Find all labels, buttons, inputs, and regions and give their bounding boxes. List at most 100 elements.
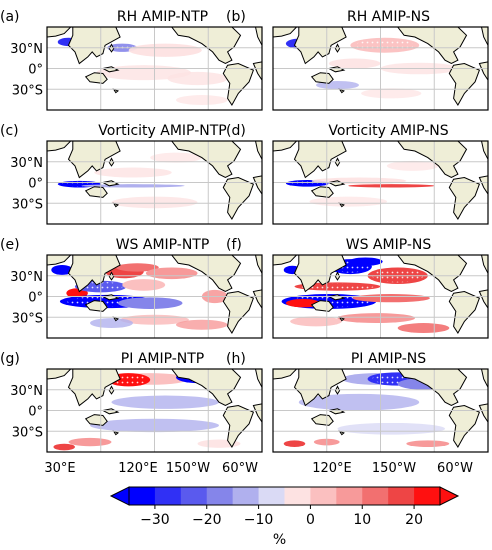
- anomaly-patch: [337, 313, 415, 324]
- colorbar-tick-label: 0: [306, 512, 315, 528]
- landmass: [222, 404, 255, 448]
- landmass: [397, 141, 468, 179]
- panel-frame: [46, 26, 263, 111]
- colorbar-bin: [336, 487, 363, 505]
- landmass: [397, 27, 468, 65]
- panel-letter: (b): [226, 9, 246, 25]
- landmass: [293, 27, 347, 65]
- axis-labels: 30°N 0° 30°S 30°N 0° 30°S 30°N 0° 30°S 30°N 0° 30°S…: [10, 42, 473, 476]
- landmass: [338, 430, 345, 436]
- landmass: [310, 186, 334, 198]
- colorbar-extend-min: [109, 486, 130, 506]
- landmass: [254, 27, 262, 46]
- lat-tick-label: 30°N: [10, 270, 43, 285]
- anomaly-patch: [122, 279, 166, 291]
- landmass: [67, 141, 121, 179]
- colorbar-bin: [232, 487, 260, 505]
- landmass: [273, 27, 298, 38]
- landmass: [397, 369, 468, 407]
- panel-letter: (f): [226, 237, 242, 253]
- landmass: [310, 414, 334, 426]
- landmass: [47, 255, 72, 266]
- landmass: [293, 255, 347, 293]
- landmass: [397, 255, 468, 293]
- lat-tick-label: 30°S: [12, 425, 43, 440]
- landmass: [67, 369, 121, 407]
- landmass: [478, 175, 488, 196]
- anomaly-patch: [68, 437, 112, 447]
- landmass: [252, 61, 262, 82]
- landmass: [478, 403, 488, 424]
- anomaly-patch: [66, 288, 88, 299]
- landmass: [310, 300, 334, 312]
- landmass: [480, 369, 488, 388]
- landmass: [252, 403, 262, 424]
- anomaly-patch: [90, 318, 133, 329]
- lon-tick-label: 150°W: [372, 461, 416, 476]
- landmass: [112, 316, 120, 322]
- panel-a: (a) RH AMIP-NTP: [0, 9, 263, 111]
- colorbar-bin: [154, 487, 182, 505]
- panel-title: Vorticity AMIP-NS: [328, 123, 448, 139]
- lat-tick-label: 0°: [28, 405, 43, 420]
- anomaly-patch: [290, 316, 342, 327]
- panel-title: Vorticity AMIP-NTP: [98, 123, 226, 139]
- anomaly-patch: [53, 443, 75, 451]
- landmass: [112, 88, 120, 94]
- colorbar-bin: [310, 487, 337, 505]
- anomaly-patch: [111, 395, 219, 409]
- colorbar-bin: [206, 487, 234, 505]
- colorbar-frame: [128, 486, 441, 506]
- colorbar-bin: [258, 487, 285, 505]
- panel-title: RH AMIP-NS: [347, 9, 430, 25]
- landmass: [480, 27, 488, 46]
- landmass: [171, 141, 242, 179]
- anomaly-patch: [397, 323, 450, 334]
- landmass: [254, 255, 262, 274]
- anomaly-patch: [176, 95, 228, 106]
- colorbar-bin: [414, 487, 441, 505]
- landmass: [47, 369, 72, 380]
- landmass: [254, 141, 262, 160]
- anomaly-patch: [311, 177, 407, 185]
- landmass: [171, 255, 242, 293]
- landmass: [222, 290, 255, 334]
- landmass: [84, 186, 108, 198]
- colorbar-extend-max: [439, 486, 460, 506]
- landmass: [480, 255, 488, 274]
- landmass: [448, 404, 481, 448]
- landmass: [47, 141, 72, 152]
- panel-letter: (a): [0, 9, 20, 25]
- anomaly-patch: [298, 393, 420, 411]
- panel-f: (f) WS AMIP-NS: [226, 237, 489, 339]
- landmass: [338, 202, 345, 208]
- panel-frame: [46, 254, 263, 339]
- panel-g: (g) PI AMIP-NTP: [0, 351, 263, 453]
- landmass: [478, 61, 488, 82]
- panel-letter: (d): [226, 123, 246, 139]
- anomaly-patch: [309, 196, 387, 207]
- anomaly-patch: [348, 184, 435, 188]
- panel-frame: [272, 140, 489, 225]
- landmass: [222, 62, 255, 106]
- anomaly-patch: [348, 257, 383, 266]
- lat-tick-label: 30°N: [10, 42, 43, 57]
- panel-title: RH AMIP-NTP: [117, 9, 208, 25]
- anomaly-patch: [94, 167, 172, 178]
- anomaly-patch: [128, 43, 202, 57]
- anomaly-patch: [328, 58, 381, 69]
- panel-title: WS AMIP-NS: [346, 237, 432, 253]
- panel-frame: [272, 368, 489, 453]
- panel-letter: (g): [0, 351, 20, 367]
- landmass: [171, 369, 242, 407]
- landmass: [84, 300, 108, 312]
- panel-letter: (e): [0, 237, 20, 253]
- landmass: [273, 255, 298, 266]
- lon-tick-label: 150°W: [166, 461, 210, 476]
- landmass: [448, 176, 481, 220]
- lat-tick-label: 30°S: [12, 83, 43, 98]
- anomaly-patch: [283, 440, 306, 448]
- panel-frame: [46, 368, 263, 453]
- landmass: [480, 141, 488, 160]
